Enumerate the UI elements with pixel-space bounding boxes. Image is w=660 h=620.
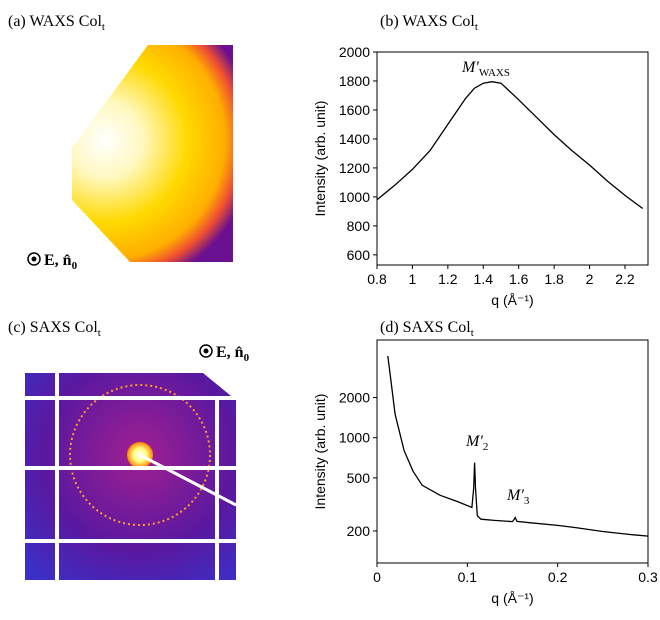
y-tick-label: 1400 — [339, 131, 370, 147]
title-text: (b) WAXS Col — [380, 13, 475, 30]
y-tick-label: 800 — [347, 218, 371, 234]
annotation-sub: WAXS — [479, 67, 510, 79]
x-axis-label: q (Å⁻¹) — [491, 292, 533, 308]
title-text: (d) SAXS Col — [380, 319, 471, 336]
x-tick-label: 1.4 — [474, 271, 494, 287]
annotation-sub: 2 — [483, 441, 489, 453]
field-annotation: E, n̂0 — [199, 344, 250, 364]
y-tick-label: 1200 — [339, 160, 370, 176]
chart-title: (b) WAXS Colt — [380, 13, 478, 33]
annotation-text: M′ — [461, 59, 479, 76]
plot-frame — [376, 51, 649, 266]
waxs-image — [72, 45, 233, 262]
x-tick-label: 1.2 — [438, 271, 458, 287]
x-tick-label: 0.8 — [367, 271, 387, 287]
x-tick-label: 1.8 — [544, 271, 564, 287]
y-tick-label: 1600 — [339, 102, 370, 118]
y-tick-label: 600 — [347, 247, 371, 263]
field-annotation: E, n̂0 — [27, 252, 78, 272]
y-tick-label: 500 — [347, 470, 371, 486]
annotation-text: M′ — [506, 487, 524, 504]
y-tick-label: 1800 — [339, 73, 370, 89]
title-sub: t — [471, 327, 474, 339]
data-line — [376, 81, 644, 210]
y-axis-label: Intensity (arb. unit) — [312, 394, 328, 510]
x-tick-label: 1 — [409, 271, 417, 287]
x-tick-label: 2.2 — [615, 271, 635, 287]
svg-text:E, n̂0: E, n̂0 — [44, 252, 78, 272]
y-tick-label: 2000 — [339, 390, 370, 406]
annotation-sub: 3 — [524, 495, 530, 507]
x-tick-label: 0.2 — [548, 569, 568, 585]
panel-label: (a) WAXS Colt — [8, 13, 105, 33]
plot-frame — [376, 339, 649, 564]
x-tick-label: 0.1 — [458, 569, 478, 585]
saxs-image — [25, 373, 237, 580]
chart-title: (d) SAXS Colt — [380, 319, 474, 339]
x-tick-label: 0.3 — [638, 569, 658, 585]
panel-label: (c) SAXS Colt — [8, 319, 101, 339]
y-axis-label: Intensity (arb. unit) — [312, 101, 328, 217]
x-tick-label: 0 — [373, 569, 381, 585]
y-tick-label: 1000 — [339, 189, 370, 205]
annotation: M′2 — [465, 433, 488, 453]
data-line — [387, 355, 649, 537]
x-tick-label: 2 — [586, 271, 594, 287]
title-sub: t — [475, 21, 478, 33]
x-tick-label: 1.6 — [509, 271, 529, 287]
annotation: M′3 — [506, 487, 530, 507]
y-tick-label: 1000 — [339, 430, 370, 446]
svg-text:E, n̂0: E, n̂0 — [216, 344, 250, 364]
x-axis-label: q (Å⁻¹) — [491, 590, 533, 606]
y-tick-label: 2000 — [339, 44, 370, 60]
annotation-text: M′ — [465, 433, 483, 450]
y-tick-label: 200 — [347, 523, 371, 539]
annotation: M′WAXS — [461, 59, 510, 79]
